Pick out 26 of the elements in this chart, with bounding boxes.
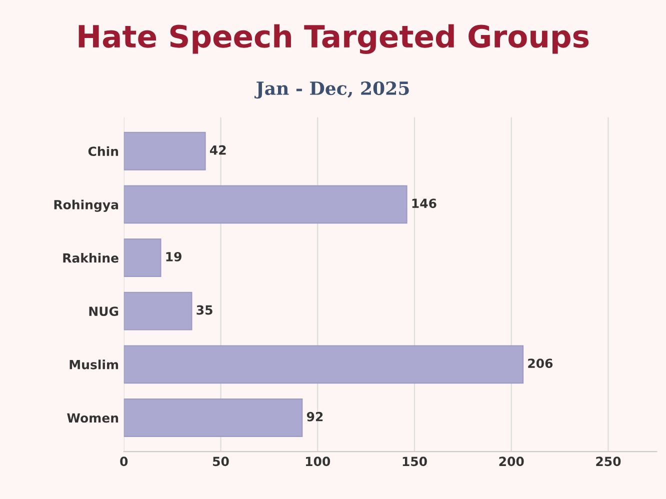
bar — [124, 345, 524, 384]
y-tick-label: Rohingya — [54, 200, 118, 212]
y-tick-label: Chin — [88, 146, 118, 156]
data-label: 35 — [196, 305, 212, 315]
bar — [124, 132, 206, 170]
data-label: 42 — [210, 145, 226, 155]
bar — [124, 238, 162, 277]
data-label: 19 — [166, 252, 182, 262]
bar — [124, 292, 192, 330]
data-label: 146 — [412, 198, 436, 208]
y-tick-label: Women — [67, 413, 118, 423]
x-tick-label: 100 — [306, 456, 330, 466]
chart-subtitle: Jan - Dec, 2025 — [254, 81, 409, 99]
x-tick-label: 200 — [499, 456, 524, 466]
chart-title: Hate Speech Targeted Groups — [78, 24, 589, 54]
bar — [124, 185, 408, 224]
data-label: 92 — [306, 412, 323, 422]
x-tick-label: 250 — [596, 456, 621, 466]
data-label: 206 — [528, 358, 553, 368]
y-tick-label: Rakhine — [63, 253, 118, 263]
bar — [124, 398, 303, 437]
x-tick-label: 0 — [120, 456, 128, 466]
x-tick-label: 150 — [402, 456, 427, 466]
y-tick-label: Muslim — [70, 360, 118, 370]
y-tick-label: NUG — [89, 306, 118, 316]
x-tick-label: 50 — [213, 456, 229, 466]
